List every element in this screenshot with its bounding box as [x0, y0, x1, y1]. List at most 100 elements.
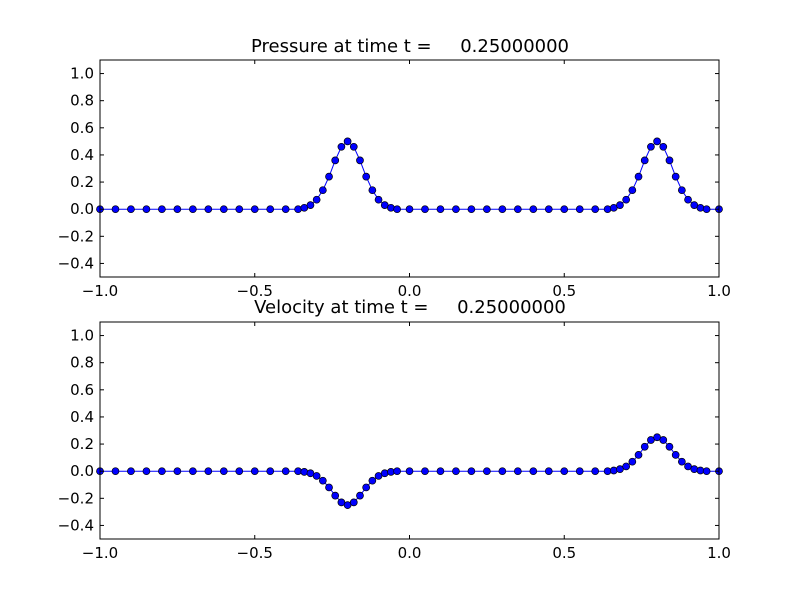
velocity-panel: Velocity at time t = 0.25000000 −1.0 −0.5… [58, 297, 731, 562]
pressure-data-point [513, 205, 522, 214]
velocity-data-point [393, 467, 401, 476]
pressure-data-point [331, 156, 340, 165]
pressure-title: Pressure at time t = 0.25000000 [251, 36, 569, 57]
pressure-data-point [483, 205, 491, 214]
velocity-y-tick-label: −0.2 [58, 489, 94, 507]
pressure-data-point [678, 186, 686, 195]
velocity-y-tick-label: 1.0 [70, 327, 94, 345]
pressure-x-tick-label: −1.0 [82, 282, 118, 300]
pressure-data-point [452, 205, 460, 214]
pressure-data-point [665, 156, 674, 165]
velocity-data-point [622, 462, 631, 471]
pressure-data-point [235, 205, 244, 214]
pressure-data-point [349, 142, 358, 151]
pressure-data-point [640, 156, 649, 165]
velocity-data-point [436, 467, 445, 476]
velocity-y-tick-label: −0.4 [58, 516, 94, 534]
pressure-data-point [603, 205, 612, 214]
velocity-data-point [189, 467, 197, 476]
velocity-data-point [467, 467, 476, 476]
pressure-data-point [368, 186, 377, 195]
pressure-data-point [142, 205, 151, 214]
velocity-data-point [421, 467, 429, 476]
velocity-data-point [158, 467, 166, 476]
pressure-panel: Pressure at time t = 0.25000000 −1.0 −0.5… [58, 36, 731, 300]
pressure-data-point [591, 205, 600, 214]
velocity-data-point [640, 442, 649, 451]
velocity-data-point [659, 436, 668, 444]
velocity-data-point [678, 457, 686, 466]
pressure-data-point [405, 205, 414, 214]
pressure-y-tick-label: 0.8 [70, 92, 94, 110]
pressure-data-point [436, 205, 445, 214]
pressure-data-point [325, 172, 333, 181]
velocity-data-point [368, 476, 377, 485]
velocity-data-point [665, 442, 674, 451]
pressure-y-tick-label: 1.0 [70, 65, 94, 83]
pressure-data-point [393, 205, 401, 214]
pressure-data-point [306, 201, 315, 209]
velocity-data-point [702, 467, 711, 476]
velocity-data-point [380, 469, 389, 478]
pressure-y-tick-label: 0.2 [70, 173, 94, 191]
pressure-data-point [266, 205, 275, 214]
velocity-data-point [318, 476, 327, 485]
velocity-data-point [281, 467, 290, 476]
velocity-data-point [513, 467, 522, 476]
velocity-data-point [671, 451, 680, 459]
pressure-data-point [343, 137, 352, 146]
velocity-x-tick-label: 1.0 [707, 544, 731, 562]
velocity-data-point [235, 467, 244, 476]
velocity-data-point [325, 483, 333, 492]
pressure-plot-area: −1.0 −0.5 0.0 0.5 1.0 −0.4 −0.2 0.0 0.2 0.4 0.6 0.8… [58, 59, 731, 300]
pressure-y-tick-label: −0.2 [58, 227, 94, 245]
velocity-x-tick-label: 0.0 [398, 544, 422, 562]
pressure-data-point [127, 205, 135, 214]
pressure-data-point [671, 172, 680, 181]
pressure-data-point [158, 205, 166, 214]
pressure-data-point [111, 205, 120, 214]
pressure-data-point [173, 205, 182, 214]
velocity-data-point [483, 467, 491, 476]
pressure-x-tick-label: 0.5 [552, 282, 576, 300]
pressure-x-tick-label: −0.5 [237, 282, 273, 300]
velocity-data-point [219, 467, 228, 476]
pressure-data-point [294, 205, 302, 214]
pressure-y-tick-label: 0.0 [70, 200, 94, 218]
velocity-data-point [356, 491, 364, 500]
pressure-data-point [653, 137, 661, 146]
pressure-y-tick-label: 0.6 [70, 119, 94, 137]
pressure-data-point [387, 203, 395, 212]
pressure-x-tick-label: 1.0 [707, 282, 731, 300]
pressure-data-point [560, 205, 569, 214]
velocity-data-point [362, 483, 371, 492]
velocity-data-point [609, 466, 618, 475]
velocity-data-point [266, 467, 275, 476]
pressure-data-point [702, 205, 711, 214]
pressure-data-point [204, 205, 213, 214]
velocity-x-tick-label: −1.0 [82, 544, 118, 562]
velocity-title: Velocity at time t = 0.25000000 [254, 297, 566, 318]
velocity-data-point [690, 465, 699, 473]
pressure-data-point [312, 195, 321, 204]
velocity-y-tick-label: 0.6 [70, 381, 94, 399]
pressure-data-point [498, 205, 507, 214]
pressure-data-point [356, 156, 364, 165]
pressure-data-point [634, 172, 643, 181]
velocity-data-point [173, 467, 182, 476]
velocity-y-tick-label: 0.4 [70, 408, 94, 426]
velocity-data-point [405, 467, 414, 476]
velocity-y-tick-label: 0.8 [70, 354, 94, 372]
pressure-data-point [696, 203, 705, 212]
pressure-data-point [421, 205, 429, 214]
velocity-x-tick-label: 0.5 [552, 544, 576, 562]
velocity-data-point [634, 451, 643, 459]
velocity-y-tick-label: 0.0 [70, 462, 94, 480]
velocity-data-point [529, 467, 538, 476]
pressure-data-point [189, 205, 197, 214]
velocity-data-point [452, 467, 460, 476]
pressure-data-point [616, 201, 624, 209]
pressure-data-point [575, 205, 584, 214]
